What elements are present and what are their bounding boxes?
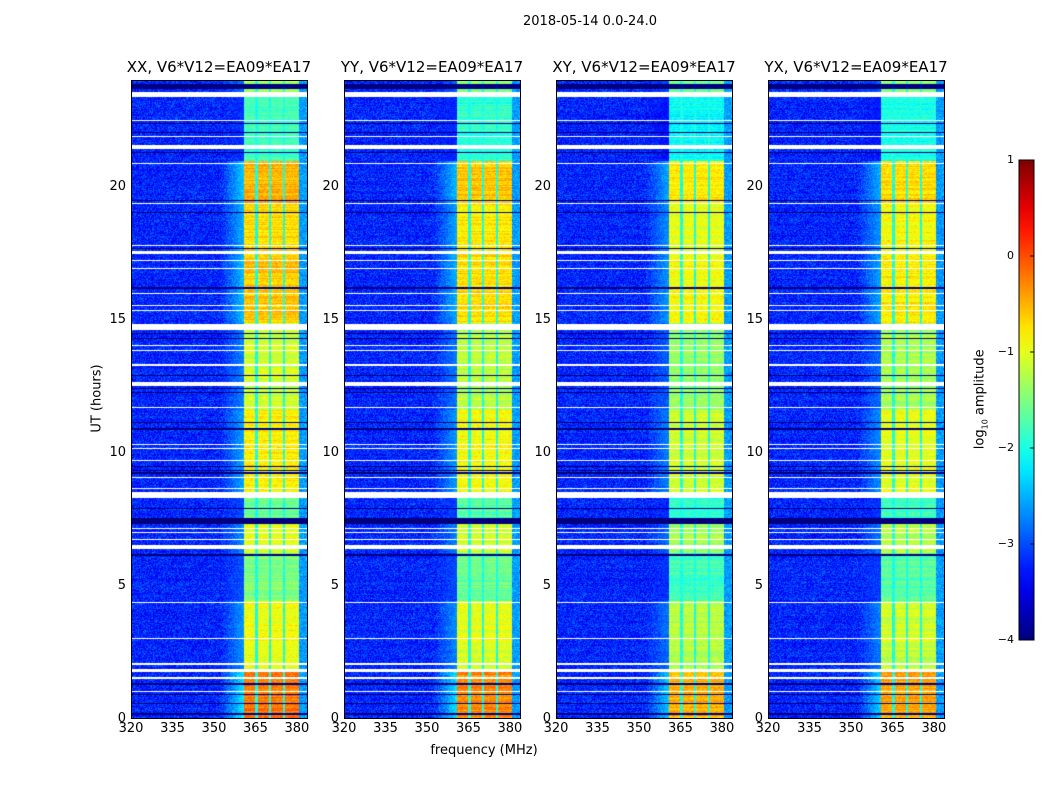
panel-title: XX, V6*V12=EA09*EA17 [126,58,312,76]
x-tick-label: 335 [373,721,398,736]
x-tick-label: 335 [585,721,610,736]
colorbar-tick-label: −4 [997,633,1014,646]
y-tick-label: 20 [746,178,763,194]
x-tick-label: 350 [626,721,652,736]
heatmap-panel-1 [131,80,308,719]
y-tick-label: 10 [322,444,339,460]
y-tick-label: 5 [754,577,763,593]
y-tick-label: 15 [109,311,126,327]
y-tick-label: 0 [754,711,763,726]
x-tick-label: 335 [160,721,185,736]
y-tick-label: 20 [534,178,551,194]
x-tick-label: 350 [838,721,864,736]
heatmap-panel-2 [344,80,521,719]
x-tick-label: 365 [243,721,268,736]
colorbar-tick-label: −2 [997,441,1014,454]
panel-title: YX, V6*V12=EA09*EA17 [764,58,948,76]
y-tick-label: 5 [117,577,126,593]
y-tick-label: 15 [534,311,551,327]
x-tick-label: 335 [797,721,822,736]
x-axis-label: frequency (MHz) [430,743,538,758]
x-tick-label: 380 [921,721,947,736]
x-tick-label: 365 [456,721,481,736]
heatmap-panel-3 [556,80,733,719]
x-tick-label: 380 [497,721,523,736]
heatmap-image [345,81,520,718]
y-tick-label: 0 [542,711,551,726]
colorbar-tick-label: −1 [997,345,1014,358]
y-tick-label: 5 [542,577,551,593]
x-tick-label: 365 [880,721,905,736]
heatmap-image [557,81,732,718]
y-tick-label: 0 [330,711,339,726]
y-tick-label: 5 [330,577,339,593]
y-tick-label: 20 [109,178,126,194]
y-tick-label: 0 [117,711,126,726]
x-tick-label: 365 [668,721,693,736]
x-tick-label: 350 [414,721,440,736]
x-tick-label: 320 [543,721,569,736]
y-tick-label: 15 [746,311,763,327]
x-tick-label: 350 [201,721,227,736]
colorbar-tick-label: 1 [1007,153,1014,166]
heatmap-panel-4 [768,80,945,719]
x-tick-label: 320 [331,721,357,736]
figure-title: 2018-05-14 0.0-24.0 [523,14,657,29]
x-tick-label: 380 [284,721,310,736]
y-tick-label: 20 [322,178,339,194]
colorbar-tick-label: −3 [997,537,1014,550]
panel-title: XY, V6*V12=EA09*EA17 [552,58,736,76]
heatmap-image [132,81,307,718]
x-tick-label: 320 [755,721,781,736]
heatmap-image [769,81,944,718]
colorbar-gradient [1018,159,1035,641]
x-tick-label: 320 [118,721,144,736]
y-tick-label: 10 [534,444,551,460]
y-tick-label: 10 [746,444,763,460]
colorbar-tick-label: 0 [1007,249,1014,262]
y-tick-label: 15 [322,311,339,327]
panel-title: YY, V6*V12=EA09*EA17 [340,58,524,76]
x-tick-label: 380 [709,721,735,736]
y-tick-label: 10 [109,444,126,460]
